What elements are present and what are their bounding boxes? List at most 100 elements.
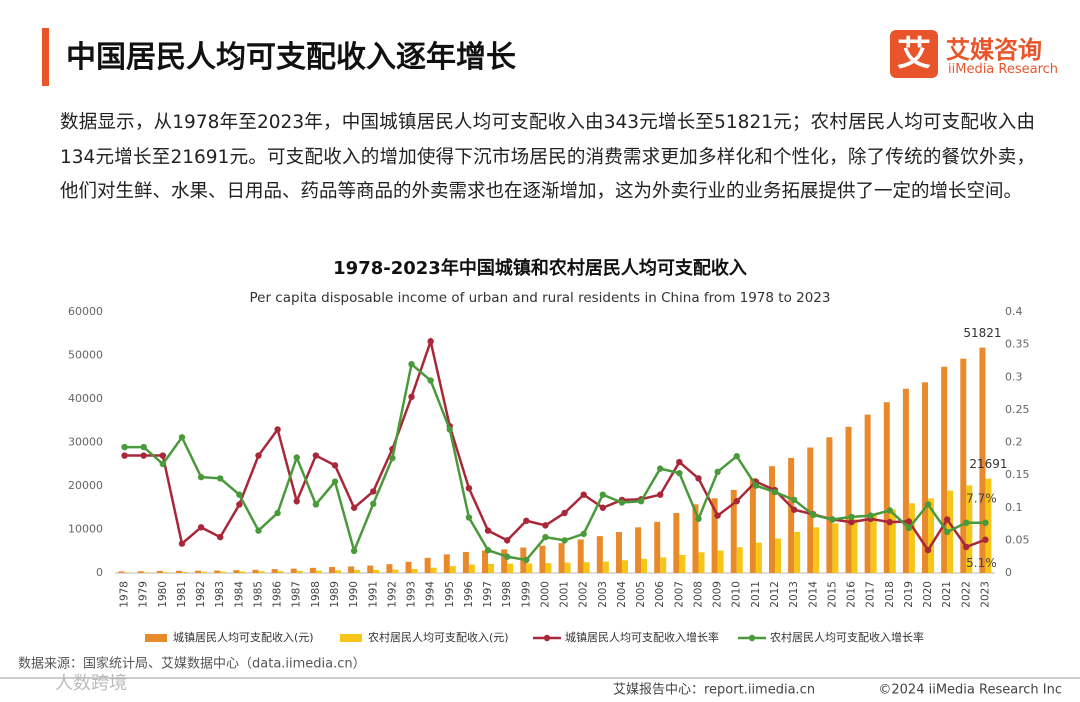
- x-tick-label: 2013: [788, 581, 800, 608]
- footer-right: ©2024 iiMedia Research Inc: [878, 683, 1062, 698]
- x-tick-label: 1990: [348, 581, 360, 608]
- x-tick-label: 1980: [157, 581, 169, 608]
- legend-label: 城镇居民人均可支配收入(元): [173, 630, 314, 644]
- bar: [788, 457, 795, 573]
- y2-tick-label: 0.4: [1005, 305, 1023, 318]
- x-tick-label: 1979: [138, 581, 150, 608]
- bar: [195, 570, 202, 573]
- legend-swatch: [340, 634, 362, 642]
- bar: [736, 547, 743, 573]
- line-point: [350, 547, 358, 555]
- bar: [143, 572, 150, 573]
- y2-tick-label: 0: [1005, 566, 1012, 579]
- bar: [615, 532, 622, 573]
- bar: [749, 478, 756, 573]
- line-point: [733, 453, 740, 460]
- bar: [870, 514, 877, 573]
- y2-tick-label: 0.25: [1005, 403, 1030, 416]
- x-tick-label: 1995: [444, 581, 456, 608]
- bar: [449, 566, 456, 573]
- line-point: [848, 518, 855, 526]
- y-tick-label: 0: [96, 566, 103, 579]
- x-tick-label: 2016: [846, 581, 858, 608]
- line-point: [657, 491, 664, 498]
- line-point: [561, 509, 568, 517]
- bar: [635, 527, 642, 573]
- bar: [960, 358, 967, 573]
- bar: [679, 554, 686, 573]
- bar: [979, 347, 986, 573]
- line-point: [924, 546, 932, 554]
- legend-swatch: [145, 634, 167, 642]
- bar: [813, 527, 820, 573]
- data-label: 5.1%: [966, 556, 997, 570]
- y-tick-label: 50000: [68, 349, 103, 362]
- x-tick-label: 1989: [329, 581, 341, 608]
- line: [124, 361, 986, 562]
- logo-icon: 艾: [890, 30, 938, 78]
- bar: [488, 563, 495, 573]
- bar: [277, 571, 284, 573]
- bar: [654, 521, 661, 573]
- line-point: [829, 516, 836, 523]
- source: 数据来源：国家统计局、艾媒数据中心（data.iimedia.cn）: [18, 656, 366, 672]
- x-tick-label: 1991: [367, 581, 379, 608]
- bar: [233, 570, 240, 573]
- line-point: [963, 519, 970, 526]
- y2-tick-label: 0.1: [1005, 501, 1023, 514]
- line-point: [427, 338, 434, 345]
- line-point: [886, 518, 893, 526]
- bar: [985, 478, 992, 573]
- line-point: [752, 482, 760, 489]
- x-tick-label: 2001: [559, 581, 571, 608]
- y2-tick-label: 0.15: [1005, 468, 1030, 481]
- line-point: [848, 513, 855, 521]
- x-tick-label: 1985: [252, 581, 264, 608]
- bar: [545, 563, 552, 573]
- x-tick-label: 2007: [673, 581, 685, 608]
- bar: [430, 567, 437, 573]
- x-tick-label: 1978: [119, 581, 131, 608]
- x-tick-label: 2003: [597, 581, 609, 608]
- line-point: [197, 524, 205, 531]
- line-point: [503, 553, 511, 560]
- bar: [908, 503, 915, 573]
- line-point: [140, 452, 147, 459]
- line-point: [293, 454, 300, 461]
- x-tick-label: 2008: [692, 581, 704, 608]
- line-point: [963, 543, 970, 551]
- x-tick-label: 2010: [731, 581, 743, 608]
- x-tick-label: 1998: [501, 581, 513, 608]
- line-point: [695, 515, 702, 523]
- line-point: [657, 465, 664, 472]
- bar: [507, 563, 514, 573]
- bar: [367, 565, 374, 573]
- x-tick-label: 2004: [616, 581, 628, 608]
- x-tick-label: 2023: [979, 581, 991, 608]
- x-tick-label: 2011: [750, 581, 762, 608]
- data-label: 51821: [963, 326, 1001, 340]
- bar: [577, 539, 584, 573]
- bar: [794, 531, 801, 573]
- x-tick-label: 2020: [922, 581, 934, 608]
- bar: [730, 489, 737, 573]
- legend-label: 城镇居民人均可支配收入增长率: [565, 630, 719, 644]
- bar: [711, 498, 718, 573]
- bar: [462, 551, 469, 573]
- bar: [673, 513, 680, 573]
- accent-bar: [42, 28, 49, 86]
- line-point: [331, 462, 339, 469]
- y2-tick-label: 0.2: [1005, 436, 1023, 449]
- x-tick-label: 1997: [482, 581, 494, 608]
- bar: [889, 509, 896, 573]
- bar: [775, 538, 781, 573]
- x-tick-label: 1996: [463, 581, 475, 608]
- bar: [290, 568, 297, 573]
- line-point: [465, 514, 473, 521]
- x-tick-label: 2015: [826, 581, 838, 608]
- line-point: [810, 511, 817, 519]
- bar: [832, 523, 839, 573]
- bar: [335, 570, 341, 573]
- bar: [922, 382, 929, 573]
